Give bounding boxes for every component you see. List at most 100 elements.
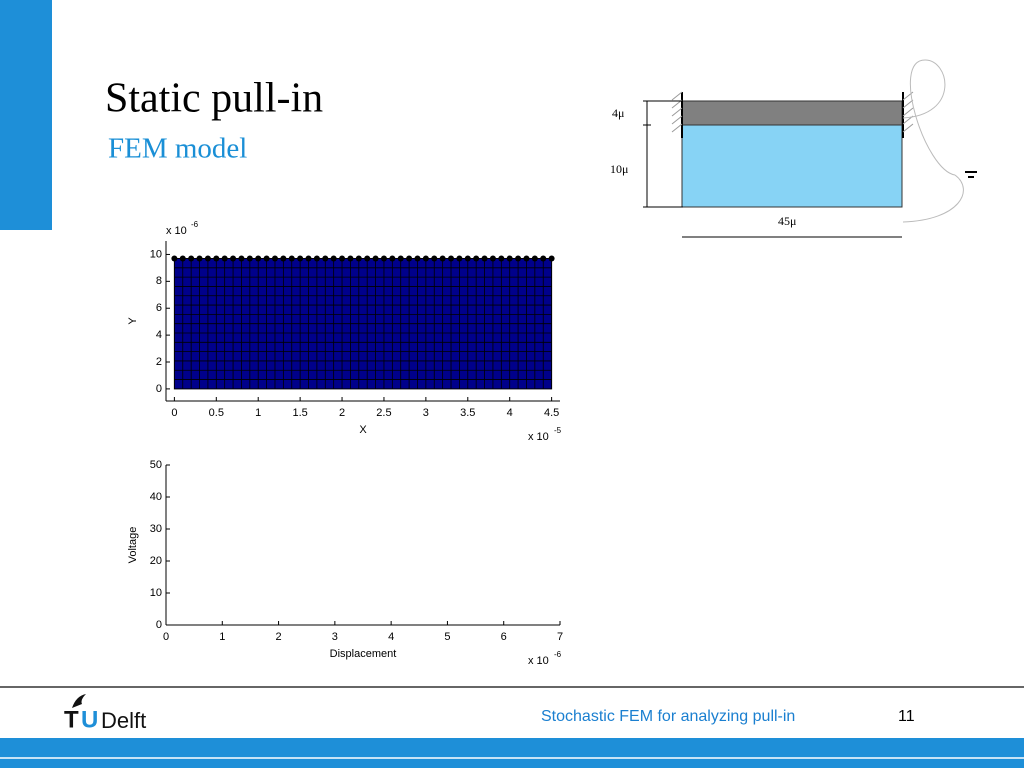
y-axis-label: Y (127, 317, 139, 325)
y-tick-label: 4 (156, 329, 162, 341)
y-exponent-base: x 10 (166, 225, 187, 237)
node (531, 255, 538, 262)
node (288, 255, 295, 262)
logo-name: Delft (101, 708, 146, 733)
node (171, 255, 178, 262)
node (188, 255, 195, 262)
y-tick-label: 30 (150, 523, 162, 535)
x-tick-label: 2.5 (376, 407, 391, 419)
node (515, 255, 522, 262)
x-tick-label: 2 (339, 407, 345, 419)
y-tick-label: 10 (150, 248, 162, 260)
y-tick-label: 6 (156, 302, 162, 314)
node (498, 255, 505, 262)
node (523, 255, 530, 262)
node (280, 255, 287, 262)
x-tick-label: 1 (219, 631, 225, 643)
node (431, 255, 438, 262)
x-tick-label: 0 (163, 631, 169, 643)
node (380, 255, 387, 262)
x-tick-label: 0.5 (209, 407, 224, 419)
y-tick-label: 10 (150, 587, 162, 599)
x-tick-label: 3.5 (460, 407, 475, 419)
voltage-plot: 0 1 2 3 4 5 6 7 0 10 20 30 40 50 Displacement Voltage x … (127, 459, 563, 667)
ground (965, 171, 977, 178)
node (481, 255, 488, 262)
node (406, 255, 413, 262)
node (271, 255, 278, 262)
wire (902, 59, 964, 223)
x-exponent-power: -6 (554, 650, 562, 659)
node (422, 255, 429, 262)
x-tick-label: 4 (507, 407, 513, 419)
node (339, 255, 346, 262)
y-tick-label: 8 (156, 275, 162, 287)
node (473, 255, 480, 262)
x-tick-label: 2 (276, 631, 282, 643)
y-tick-label: 40 (150, 491, 162, 503)
x-exponent-base: x 10 (528, 431, 549, 443)
slide-subtitle: FEM model (108, 133, 247, 165)
beam-diagram: 4μ 10μ 45μ (610, 59, 977, 238)
y-tick-label: 0 (156, 619, 162, 631)
node (347, 255, 354, 262)
node (322, 255, 329, 262)
x-axis-label: X (359, 424, 367, 436)
x-exponent-base: x 10 (528, 655, 549, 667)
node (196, 255, 203, 262)
node (389, 255, 396, 262)
side-bar (0, 0, 52, 230)
node (364, 255, 371, 262)
node (246, 255, 253, 262)
x-tick-label: 6 (501, 631, 507, 643)
dim-label: 45μ (778, 214, 796, 228)
node (414, 255, 421, 262)
logo-t: T (64, 706, 79, 733)
node (204, 255, 211, 262)
logo-flame (72, 694, 86, 708)
x-tick-label: 3 (423, 407, 429, 419)
node (355, 255, 362, 262)
logo-u: U (81, 706, 98, 733)
node (179, 255, 186, 262)
node (238, 255, 245, 262)
node (448, 255, 455, 262)
node (330, 255, 337, 262)
page-number: 11 (898, 708, 915, 725)
hatch (671, 91, 914, 133)
x-axis-label: Displacement (330, 648, 397, 660)
slide-title: Static pull-in (105, 76, 323, 122)
node (313, 255, 320, 262)
node (489, 255, 496, 262)
y-tick-label: 0 (156, 383, 162, 395)
x-tick-label: 4 (388, 631, 394, 643)
beam (681, 100, 903, 126)
node (397, 255, 404, 262)
node (456, 255, 463, 262)
y-exponent-power: -6 (191, 220, 199, 229)
x-tick-label: 7 (557, 631, 563, 643)
footer-band (0, 738, 1024, 768)
y-axis-label: Voltage (127, 527, 139, 564)
node (221, 255, 228, 262)
node (439, 255, 446, 262)
x-tick-label: 4.5 (544, 407, 559, 419)
node (540, 255, 547, 262)
dimension (643, 100, 683, 208)
y-tick-label: 2 (156, 356, 162, 368)
gap (681, 124, 903, 208)
node (372, 255, 379, 262)
node (230, 255, 237, 262)
dim-label: 10μ (610, 162, 628, 176)
node (305, 255, 312, 262)
footer-text: Stochastic FEM for analyzing pull-in (541, 708, 795, 725)
y-tick-label: 20 (150, 555, 162, 567)
node (548, 255, 555, 262)
node (263, 255, 270, 262)
node (506, 255, 513, 262)
x-tick-label: 3 (332, 631, 338, 643)
x-exponent-power: -5 (554, 426, 562, 435)
dim-label: 4μ (612, 106, 624, 120)
